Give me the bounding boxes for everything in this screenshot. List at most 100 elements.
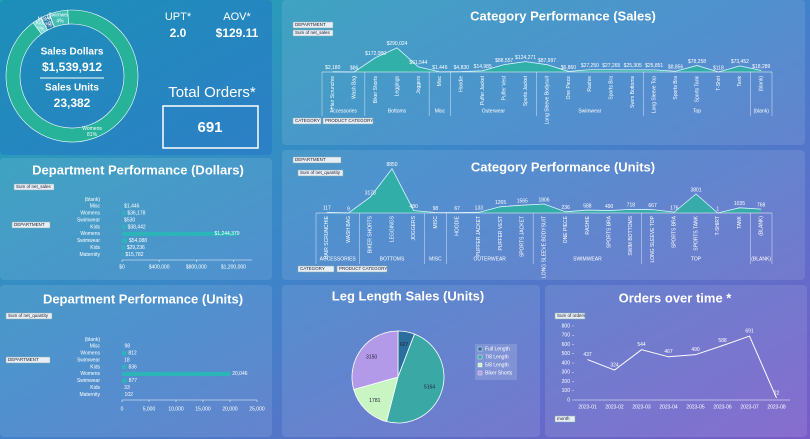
segment-value: 81%	[87, 132, 98, 138]
pivot-button[interactable]: DEPARTMENT	[292, 156, 342, 164]
x-tick-label: SPORTS TANK	[693, 215, 699, 250]
value-label: $290,024	[387, 41, 408, 47]
value-label: 22	[774, 390, 780, 396]
x-tick-label: Joggers	[416, 76, 422, 94]
pie-slice	[386, 333, 445, 424]
x-tick-label: SPORTS BRA	[606, 215, 612, 248]
group-label: (blank)	[754, 108, 770, 114]
group-label: BOTTOMS	[380, 256, 405, 262]
y-tick-label: Swimwear	[77, 217, 100, 223]
value-label: 691	[745, 328, 754, 334]
pivot-button[interactable]: Sum of net_quantity	[297, 169, 344, 177]
pivot-button[interactable]: Sum of orders	[554, 312, 586, 320]
x-tick-label: LEGGINGS	[389, 215, 395, 242]
kpi-label: AOV*	[223, 11, 251, 23]
x-tick-label: Sports Tank	[694, 76, 700, 103]
value-label: $38,442	[128, 224, 146, 230]
x-tick-label: 2023-07	[740, 404, 759, 410]
bar	[122, 224, 126, 230]
control-label: DEPARTMENT	[295, 22, 326, 27]
x-tick-label: Biker Shorts	[373, 76, 379, 104]
value-label: $15,782	[125, 252, 143, 258]
kpi-label: Sales Dollars	[41, 47, 104, 58]
value-label: $88,557	[495, 58, 513, 64]
x-tick-label: 10,000	[168, 406, 184, 412]
x-tick-label: Swim Bottoms	[630, 76, 636, 108]
value-label: $530	[124, 217, 135, 223]
segment-value: 2%	[44, 22, 52, 28]
slice-label: 1781	[369, 398, 380, 404]
kpis: Sales Dollars $1,539,912 Sales Units 23,…	[40, 11, 259, 149]
value-label: 544	[637, 342, 646, 348]
y-tick-label: Swimwear	[77, 378, 100, 384]
y-tick-label: Misc	[90, 204, 101, 210]
control-label: month	[557, 416, 570, 421]
x-tick-label: WASH BAG	[346, 216, 352, 243]
x-tick-label: 2023-03	[632, 404, 651, 410]
value-label: $124,271	[515, 55, 536, 61]
group-label: OUTERWEAR	[474, 256, 507, 262]
x-tick-label: 20,000	[222, 406, 238, 412]
pivot-button[interactable]: Sum of net_quantity	[5, 312, 53, 320]
value-label: 667	[648, 203, 657, 209]
pivot-button[interactable]: DEPARTMENT	[11, 221, 51, 229]
pivot-button[interactable]: Sum of net_sales	[292, 29, 334, 37]
group-label: Misc	[435, 108, 446, 114]
y-tick-label: Womens	[80, 211, 100, 217]
value-label: 236	[562, 205, 571, 211]
bar	[122, 371, 231, 376]
x-tick-label: 2023-06	[713, 404, 732, 410]
segment-value: 4%	[56, 19, 64, 25]
value-label: 324	[610, 362, 619, 368]
value-label: 18	[124, 357, 130, 363]
controls: Sum of net_sales CATEGORY PRODUCT CATEGO…	[5, 21, 586, 423]
kpi-label: Sales Units	[45, 83, 99, 94]
value-label: 8850	[386, 162, 397, 168]
x-tick-label: T-Shirt	[716, 75, 722, 90]
x-tick-label: 25,000	[249, 406, 265, 412]
pivot-button[interactable]: Sum of net_sales	[13, 183, 55, 191]
x-tick-label: PUFFER JACKET	[476, 216, 482, 257]
legend-label: 7/8 Length	[485, 354, 509, 360]
x-tick-label: 2023-04	[659, 404, 678, 410]
x-tick-label: (BLANK)	[758, 216, 764, 236]
value-label: 437	[583, 352, 592, 358]
bar	[122, 231, 238, 236]
segment-label: Kids	[36, 20, 46, 26]
x-tick-label: Rashie	[587, 76, 593, 92]
chart-title: Department Performance (Dollars)	[32, 162, 244, 177]
value-label: 768	[757, 202, 766, 208]
x-tick-label: Leggings	[394, 76, 400, 97]
x-tick-label: PUFFER VEST	[498, 216, 504, 250]
pivot-button[interactable]: DEPARTMENT	[5, 356, 51, 364]
x-tick-label: One Piece	[566, 76, 572, 100]
value-label: 176	[670, 205, 679, 211]
value-label: $27,250	[581, 63, 599, 69]
control-label: Sum of net_sales	[295, 30, 331, 35]
value-label: $18,289	[752, 64, 770, 70]
value-label: $118	[713, 65, 724, 71]
pivot-button[interactable]: month	[554, 415, 576, 423]
pivot-button[interactable]: DEPARTMENT	[292, 21, 334, 29]
panel	[545, 285, 807, 437]
bar	[122, 245, 125, 250]
line	[326, 168, 762, 214]
y-tick-label: Kids	[90, 385, 100, 391]
bar	[122, 364, 127, 370]
pivot-button[interactable]: PRODUCT CATEGORY	[322, 117, 373, 125]
x-tick-label: Tank	[737, 76, 743, 87]
pivot-button[interactable]: CATEGORY	[297, 265, 335, 273]
value-label: 3173	[365, 190, 376, 196]
value-label: 1565	[517, 199, 528, 205]
x-tick-label: 0	[121, 406, 124, 412]
pivot-button[interactable]: CATEGORY	[292, 117, 322, 125]
value-label: 467	[664, 349, 673, 355]
value-label: $6,860	[561, 65, 577, 71]
slice-label: 3150	[366, 354, 377, 360]
y-tick-label: Swimwear	[77, 357, 100, 363]
x-tick-label: $800,000	[186, 264, 207, 270]
pivot-button[interactable]: PRODUCT CATEGORY	[336, 265, 387, 273]
value-label: 133	[475, 206, 484, 212]
x-tick-label: SWIM BOTTOMS	[628, 215, 634, 255]
